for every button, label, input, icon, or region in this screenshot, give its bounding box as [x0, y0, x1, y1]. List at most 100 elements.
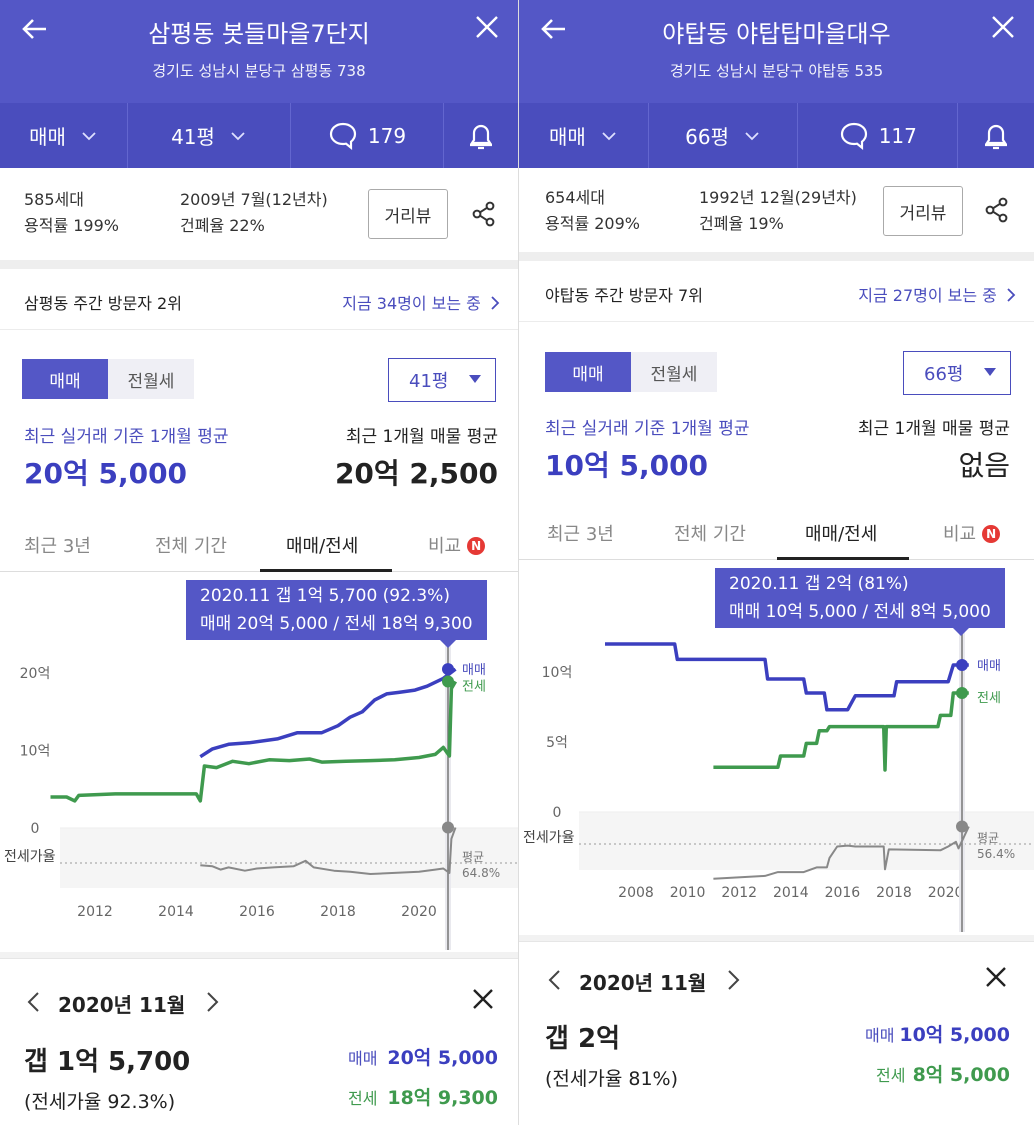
- ratio-band: [579, 812, 1034, 870]
- x-tick-label: 2014: [158, 904, 194, 920]
- x-tick-label: 2012: [77, 904, 113, 920]
- y-tick-label: 20억: [20, 666, 51, 682]
- tab-sale-lease[interactable]: 매매/전세: [805, 524, 878, 545]
- section-divider: [519, 252, 1034, 261]
- chevron-right-icon[interactable]: [723, 967, 743, 993]
- sale-end-label: 매매: [977, 659, 1001, 674]
- filter-bar: 매매 66평 117: [519, 103, 1034, 168]
- detail-month: 2020년 11월: [58, 993, 186, 1017]
- lease-end-label: 전세: [977, 691, 1001, 706]
- viewers-link[interactable]: 지금 27명이 보는 중: [858, 282, 1016, 306]
- recent-deal-value: 20억 5,000: [24, 457, 188, 490]
- size-select[interactable]: 66평: [903, 351, 1011, 395]
- type-filter[interactable]: 매매: [0, 103, 128, 168]
- comments-button[interactable]: 117: [798, 103, 959, 168]
- price-chart[interactable]: 10억 5억 0 2008 2010 2012 2014 2016 2018 2020 전세가율 평균…: [519, 560, 1034, 935]
- tab-recent-3y[interactable]: 최근 3년: [24, 536, 91, 557]
- size-select[interactable]: 41평: [388, 358, 496, 402]
- build-year: 1992년 12월(29년차): [699, 188, 857, 207]
- chart-tooltip: 2020.11 갭 2억 (81%) 매매 10억 5,000 / 전세 8억 …: [715, 568, 1005, 636]
- tab-all-period[interactable]: 전체 기간: [155, 536, 227, 557]
- lease-key: 전세: [876, 1066, 906, 1085]
- chevron-right-icon[interactable]: [202, 989, 222, 1015]
- sale-end-label: 매매: [462, 663, 486, 678]
- sale-value: 20억 5,000: [387, 1047, 498, 1069]
- close-icon[interactable]: [470, 986, 496, 1012]
- alert-button[interactable]: [444, 103, 518, 168]
- price-chart[interactable]: 20억 10억 0 2012 2014 2016 2018 2020 전세가율 평균 64.8% 매매…: [0, 572, 518, 952]
- chevron-left-icon[interactable]: [545, 967, 565, 993]
- left-panel: 삼평동 봇들마을7단지 경기도 성남시 분당구 삼평동 738 매매 41평 1…: [0, 0, 518, 1113]
- x-tick-label: 2018: [876, 885, 912, 901]
- recent-deal-label: 최근 실거래 기준 1개월 평균: [24, 427, 229, 447]
- toggle-sale[interactable]: 매매: [545, 352, 631, 392]
- households: 585세대: [24, 190, 84, 209]
- back-arrow-icon[interactable]: [18, 12, 52, 46]
- tab-underline: [777, 557, 909, 560]
- x-tick-label: 2020: [401, 904, 437, 920]
- close-icon[interactable]: [472, 12, 502, 42]
- toggle-lease[interactable]: 전월세: [108, 359, 194, 399]
- road-view-button[interactable]: 거리뷰: [883, 186, 963, 236]
- x-tick-label: 2012: [721, 885, 757, 901]
- share-icon[interactable]: [982, 195, 1012, 225]
- close-icon[interactable]: [983, 964, 1009, 990]
- lease-value: 18억 9,300: [387, 1087, 498, 1109]
- tab-compare[interactable]: 비교 N: [943, 520, 1001, 546]
- toggle-sale[interactable]: 매매: [22, 359, 108, 399]
- speech-bubble-icon: [840, 122, 867, 150]
- listing-avg-value: 20억 2,500: [334, 457, 498, 490]
- tooltip-line-1: 2020.11 갭 2억 (81%): [729, 574, 909, 594]
- tooltip-pointer: [440, 640, 456, 648]
- visitor-rank: 야탑동 주간 방문자 7위: [545, 286, 703, 305]
- lease-ratio: (전세가율 81%): [545, 1068, 679, 1090]
- average-label: 평균: [977, 831, 999, 845]
- ratio-series-endpoint: [956, 820, 968, 833]
- x-tick-label: 2016: [825, 885, 861, 901]
- dropdown-triangle-icon: [984, 368, 996, 376]
- toggle-lease[interactable]: 전월세: [631, 352, 717, 392]
- bell-icon: [985, 124, 1008, 149]
- sale-series-endpoint: [956, 659, 968, 671]
- y-tick-label: 0: [31, 821, 40, 837]
- size-filter[interactable]: 66평: [649, 103, 799, 168]
- size-filter[interactable]: 41평: [128, 103, 291, 168]
- complex-info: 585세대 용적률 199% 2009년 7월(12년차) 건폐율 22% 거리…: [0, 168, 518, 260]
- back-arrow-icon[interactable]: [537, 12, 571, 46]
- road-view-button[interactable]: 거리뷰: [368, 189, 448, 239]
- type-filter[interactable]: 매매: [519, 103, 649, 168]
- gap-amount: 갭 2억: [545, 1024, 620, 1054]
- tab-underline: [260, 569, 392, 572]
- ratio-band: [60, 828, 518, 888]
- dropdown-triangle-icon: [469, 375, 481, 383]
- new-badge: N: [467, 537, 486, 555]
- deal-type-toggle: 매매 전월세: [22, 359, 194, 399]
- chevron-left-icon[interactable]: [24, 989, 44, 1015]
- bell-icon: [469, 124, 493, 149]
- coverage-ratio: 건폐율 22%: [180, 216, 265, 235]
- detail-month: 2020년 11월: [579, 971, 707, 995]
- tab-sale-lease[interactable]: 매매/전세: [286, 536, 359, 557]
- visitor-row[interactable]: 삼평동 주간 방문자 2위 지금 34명이 보는 중: [0, 270, 518, 330]
- tab-compare[interactable]: 비교 N: [428, 532, 486, 558]
- address: 경기도 성남시 분당구 삼평동 738: [152, 62, 366, 80]
- tab-recent-3y[interactable]: 최근 3년: [547, 524, 614, 545]
- filter-bar: 매매 41평 179: [0, 103, 518, 168]
- recent-deal-value: 10억 5,000: [545, 449, 709, 482]
- visitor-row[interactable]: 야탑동 주간 방문자 7위 지금 27명이 보는 중: [519, 262, 1034, 322]
- share-icon[interactable]: [469, 199, 499, 229]
- households: 654세대: [545, 188, 605, 207]
- listing-avg-label: 최근 1개월 매물 평균: [857, 419, 1010, 439]
- lease-key: 전세: [348, 1089, 378, 1108]
- x-tick-label: 2010: [670, 885, 706, 901]
- tab-all-period[interactable]: 전체 기간: [674, 524, 746, 545]
- chevron-right-icon: [491, 296, 500, 310]
- lease-series-endpoint: [442, 675, 454, 688]
- alert-button[interactable]: [958, 103, 1034, 168]
- section-divider: [0, 260, 518, 269]
- close-icon[interactable]: [988, 12, 1018, 42]
- comments-button[interactable]: 179: [291, 103, 444, 168]
- header: 야탑동 야탑탑마을대우 경기도 성남시 분당구 야탑동 535: [519, 0, 1034, 103]
- deal-type-toggle: 매매 전월세: [545, 352, 717, 392]
- viewers-link[interactable]: 지금 34명이 보는 중: [342, 290, 500, 314]
